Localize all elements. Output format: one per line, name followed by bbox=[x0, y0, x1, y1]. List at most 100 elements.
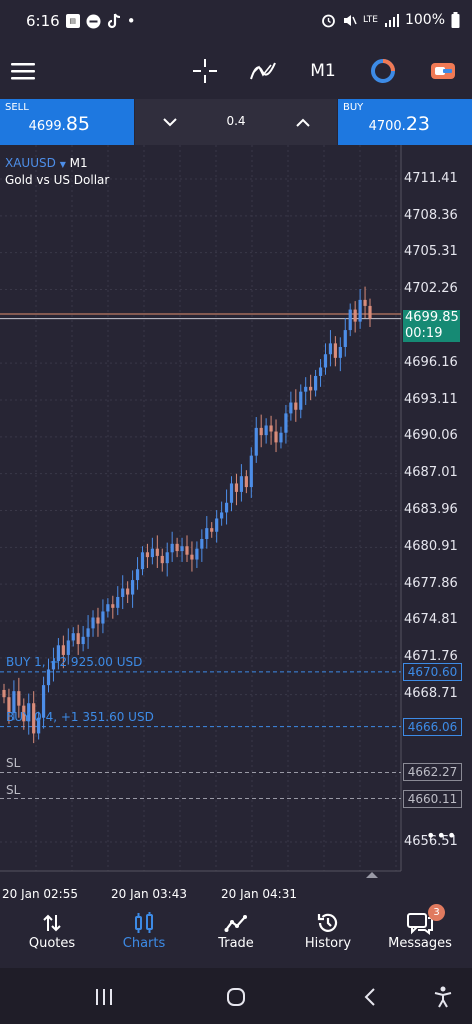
indicators-icon[interactable] bbox=[246, 54, 280, 88]
candle-body bbox=[56, 645, 61, 661]
menu-icon[interactable] bbox=[6, 54, 40, 88]
stop-loss-price-box: 4662.27 bbox=[403, 763, 462, 781]
mute-icon bbox=[344, 14, 357, 26]
position-label[interactable]: BUY 1, +2 925.00 USD bbox=[6, 655, 143, 669]
current-price-box: 4699.85 00:19 bbox=[403, 310, 460, 342]
candle-body bbox=[106, 604, 110, 612]
more-options-button[interactable]: ••• bbox=[426, 826, 458, 845]
timeframe-button[interactable]: M1 bbox=[310, 61, 336, 81]
chart-symbol: XAUUSD ▼ M1 bbox=[5, 156, 88, 170]
candle-body bbox=[363, 299, 367, 306]
time-axis-label: 20 Jan 02:55 bbox=[2, 887, 78, 901]
price-axis-label: 4656.51 bbox=[404, 834, 458, 849]
nav-quotes[interactable]: Quotes bbox=[7, 910, 97, 951]
stop-loss-label[interactable]: SL bbox=[6, 783, 21, 797]
chart-timeframe: M1 bbox=[69, 156, 88, 170]
nav-messages[interactable]: Messages bbox=[375, 910, 465, 951]
history-icon bbox=[317, 913, 338, 932]
lot-value[interactable]: 0.4 bbox=[226, 114, 246, 128]
price-axis-label: 4674.81 bbox=[404, 612, 458, 627]
nav-label: Charts bbox=[122, 936, 166, 951]
candle-body bbox=[101, 611, 105, 624]
candle-body bbox=[190, 554, 194, 560]
candle-body bbox=[61, 645, 65, 655]
lot-selector: 0.4 bbox=[135, 99, 337, 145]
one-click-icon[interactable] bbox=[366, 54, 400, 88]
candle-body bbox=[32, 703, 36, 734]
system-navigation-bar bbox=[0, 968, 472, 1024]
price-axis-label: 4690.06 bbox=[404, 428, 458, 443]
price-chart[interactable]: XAUUSD ▼ M1 Gold vs US Dollar 4711.41 47… bbox=[0, 145, 472, 901]
candle-body bbox=[294, 402, 298, 410]
account-icon[interactable] bbox=[426, 54, 460, 88]
candlestick-chart[interactable] bbox=[0, 145, 472, 900]
recent-apps-icon[interactable] bbox=[84, 982, 124, 1012]
price-axis-label: 4677.86 bbox=[404, 576, 458, 591]
sell-price: 4699.85 bbox=[28, 113, 90, 135]
bottom-navigation: Quotes Charts Trade History Messages bbox=[0, 900, 472, 968]
battery-icon bbox=[451, 12, 460, 28]
symbol-dropdown-icon[interactable]: ▼ bbox=[59, 160, 66, 169]
symbol-name[interactable]: XAUUSD bbox=[5, 156, 56, 170]
price-axis-label: 4668.71 bbox=[404, 686, 458, 701]
sell-button[interactable]: SELL 4699.85 bbox=[0, 99, 134, 145]
nav-charts[interactable]: Charts bbox=[99, 910, 189, 951]
price-axis-label: 4680.91 bbox=[404, 539, 458, 554]
time-axis-label: 20 Jan 04:31 bbox=[221, 887, 297, 901]
charts-icon bbox=[135, 912, 153, 933]
candle-body bbox=[71, 633, 75, 641]
position-label[interactable]: BUY 0.4, +1 351.60 USD bbox=[6, 710, 154, 724]
home-icon[interactable] bbox=[216, 982, 256, 1012]
candle-body bbox=[234, 483, 239, 492]
back-icon[interactable] bbox=[350, 982, 390, 1012]
scroll-end-marker[interactable] bbox=[366, 871, 378, 879]
network-label: LTE bbox=[363, 14, 378, 25]
candle-body bbox=[111, 604, 115, 608]
candle-body bbox=[249, 455, 253, 488]
candle-body bbox=[264, 425, 268, 436]
price-axis-label: 4711.41 bbox=[404, 171, 458, 186]
signal-icon bbox=[384, 14, 399, 27]
nav-label: Messages bbox=[388, 936, 452, 951]
candle-body bbox=[299, 391, 303, 410]
news-icon: ▤ bbox=[65, 14, 80, 28]
candle-body bbox=[254, 427, 258, 456]
candle-body bbox=[279, 432, 283, 443]
chevron-down-icon bbox=[163, 117, 177, 126]
symbol-description: Gold vs US Dollar bbox=[5, 173, 110, 187]
candle-body bbox=[318, 367, 323, 376]
increase-lot-button[interactable] bbox=[290, 109, 316, 135]
current-price: 4699.85 bbox=[405, 310, 459, 325]
candle-body bbox=[160, 555, 164, 564]
tiktok-icon bbox=[107, 13, 120, 29]
candle-body bbox=[309, 386, 313, 391]
decrease-lot-button[interactable] bbox=[157, 109, 183, 135]
one-click-trading-panel: SELL 4699.85 0.4 BUY 4700.23 bbox=[0, 99, 472, 145]
time-axis-label: 20 Jan 03:43 bbox=[111, 887, 187, 901]
buy-label: BUY bbox=[343, 102, 364, 113]
nav-history[interactable]: History bbox=[283, 910, 373, 951]
candle-body bbox=[215, 518, 219, 532]
price-axis-label: 4705.31 bbox=[404, 244, 458, 259]
candle-body bbox=[195, 548, 199, 560]
candle-body bbox=[333, 343, 337, 358]
battery-percent: 100% bbox=[404, 12, 445, 28]
price-axis-label: 4702.26 bbox=[404, 281, 458, 296]
price-axis-label: 4687.01 bbox=[404, 465, 458, 480]
buy-button[interactable]: BUY 4700.23 bbox=[338, 99, 472, 145]
candle-body bbox=[135, 569, 140, 581]
status-time: 6:16 bbox=[26, 12, 60, 30]
nav-label: Quotes bbox=[28, 936, 76, 951]
price-axis-label: 4708.36 bbox=[404, 208, 458, 223]
candle-body bbox=[358, 299, 362, 322]
stop-loss-label[interactable]: SL bbox=[6, 756, 21, 770]
candle-body bbox=[175, 543, 179, 552]
nav-trade[interactable]: Trade bbox=[191, 910, 281, 951]
trade-icon bbox=[224, 915, 247, 932]
crosshair-icon[interactable] bbox=[188, 54, 222, 88]
candle-body bbox=[76, 633, 80, 645]
accessibility-icon[interactable] bbox=[423, 982, 463, 1012]
stop-loss-price-box: 4660.11 bbox=[403, 790, 462, 808]
candle-body bbox=[274, 431, 278, 443]
candle-body bbox=[2, 689, 6, 698]
